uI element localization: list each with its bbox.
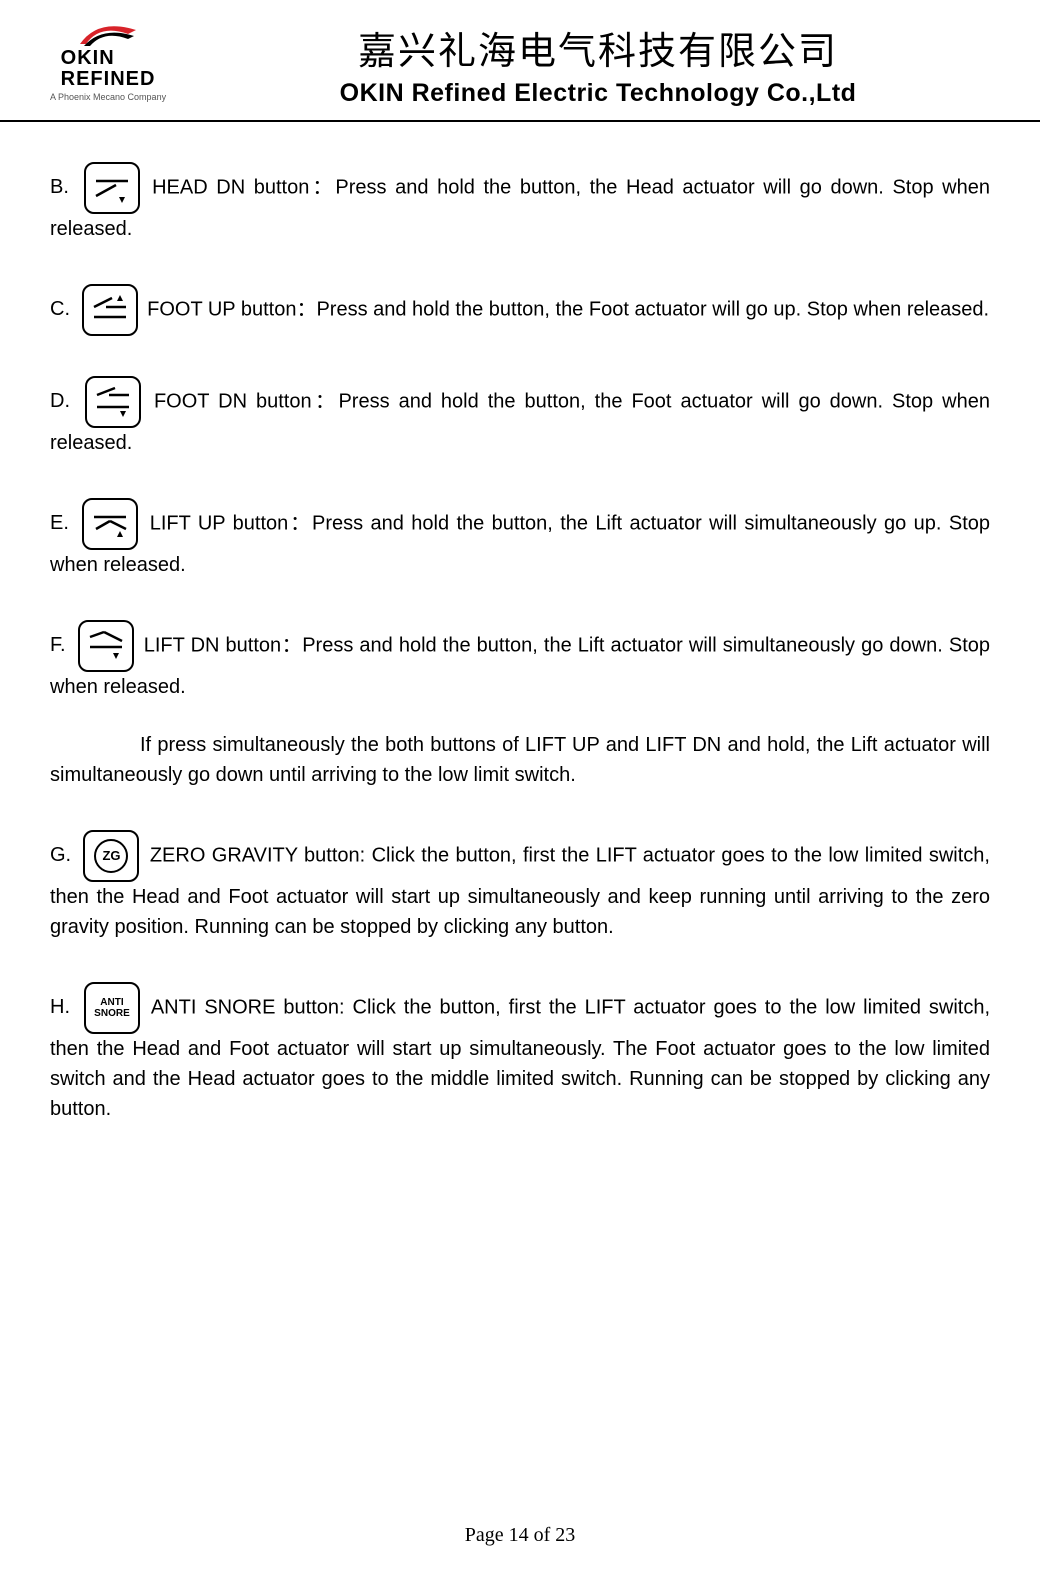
- item-b-letter: B.: [50, 172, 69, 202]
- item-d: D. FOOT DN button：Press and hold the but…: [50, 376, 990, 458]
- item-e-label: LIFT UP button：: [150, 512, 312, 534]
- item-e: E. LIFT UP button：Press and hold the but…: [50, 498, 990, 580]
- anti-snore-text: ANTI SNORE: [94, 997, 130, 1019]
- item-f-letter: F.: [50, 630, 66, 660]
- logo-line1: OKIN: [61, 48, 156, 69]
- page-footer: Page 14 of 23: [0, 1524, 1040, 1547]
- item-d-label: FOOT DN button：: [154, 390, 339, 412]
- note-f-text: If press simultaneously the both buttons…: [50, 734, 990, 786]
- lift-dn-icon: [78, 620, 134, 672]
- logo-swoosh-icon: [78, 20, 138, 48]
- company-title-en: OKIN Refined Electric Technology Co.,Ltd: [206, 79, 990, 108]
- logo-tagline: A Phoenix Mecano Company: [50, 92, 166, 102]
- zero-gravity-icon: ZG: [83, 830, 139, 882]
- item-b-label: HEAD DN button：: [152, 176, 335, 198]
- item-g-letter: G.: [50, 840, 71, 870]
- item-h: H. ANTI SNORE ANTI SNORE button: Click t…: [50, 982, 990, 1124]
- foot-up-icon: [82, 284, 138, 336]
- company-title-cn: 嘉兴礼海电气科技有限公司: [206, 20, 990, 75]
- foot-dn-icon: [85, 376, 141, 428]
- title-block: 嘉兴礼海电气科技有限公司 OKIN Refined Electric Techn…: [206, 20, 990, 108]
- item-f-label: LIFT DN button：: [144, 634, 302, 656]
- content-body: B. HEAD DN button： Press and hold the but…: [0, 162, 1040, 1124]
- item-b: B. HEAD DN button：Press and hold the but…: [50, 162, 990, 244]
- page-header: OKIN REFINED A Phoenix Mecano Company 嘉兴…: [0, 0, 1040, 122]
- anti-snore-icon: ANTI SNORE: [84, 982, 140, 1034]
- item-f: F. LIFT DN button：Press and hold the but…: [50, 620, 990, 702]
- item-h-label: ANTI SNORE button:: [151, 996, 353, 1018]
- lift-up-icon: [82, 498, 138, 550]
- logo-line2: REFINED: [61, 69, 156, 90]
- item-h-letter: H.: [50, 992, 70, 1022]
- item-c-desc: Press and hold the button, the Foot actu…: [316, 298, 989, 320]
- note-f: If press simultaneously the both buttons…: [50, 730, 990, 790]
- item-d-letter: D.: [50, 386, 70, 416]
- zg-circle-text: ZG: [94, 839, 128, 873]
- item-c-letter: C.: [50, 294, 70, 324]
- page-number: Page 14 of 23: [465, 1524, 576, 1546]
- item-g: G. ZG ZERO GRAVITY button: Click the but…: [50, 830, 990, 942]
- logo-block: OKIN REFINED A Phoenix Mecano Company: [50, 20, 166, 102]
- item-c-label: FOOT UP button：: [147, 298, 316, 320]
- head-dn-icon: [84, 162, 140, 214]
- item-g-label: ZERO GRAVITY button:: [150, 844, 372, 866]
- logo-text: OKIN REFINED: [61, 48, 156, 90]
- item-e-letter: E.: [50, 508, 69, 538]
- item-c: C. FOOT UP button：Press and hold the but…: [50, 284, 990, 336]
